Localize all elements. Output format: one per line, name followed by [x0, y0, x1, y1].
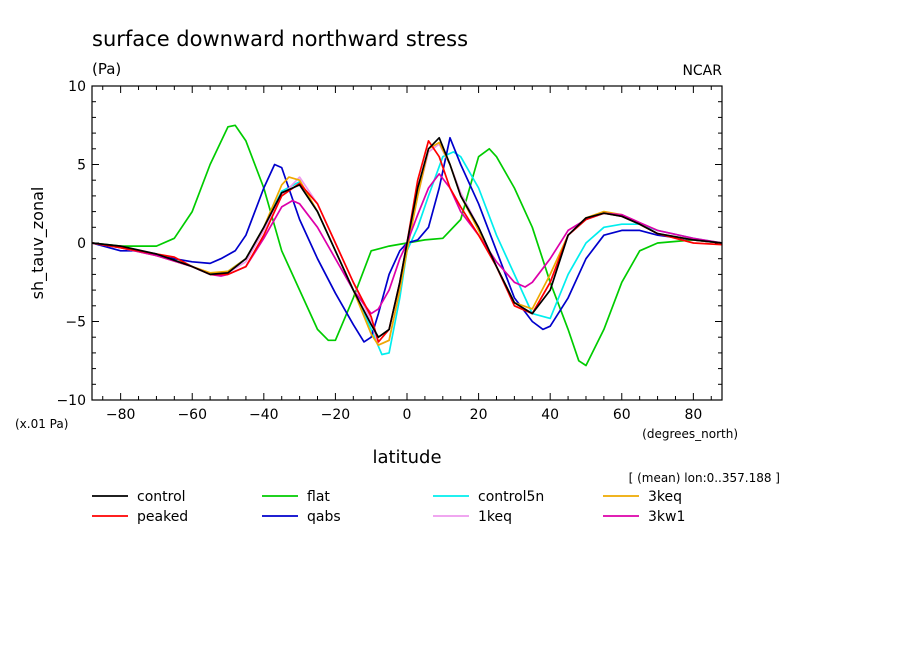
legend-label-3keq: 3keq: [648, 489, 682, 505]
y-tick-label: −10: [56, 393, 86, 409]
legend-label-qabs: qabs: [307, 509, 341, 525]
chart-units: (Pa): [92, 60, 121, 78]
x-axis-label: latitude: [372, 447, 441, 468]
x-tick-label: −20: [321, 407, 351, 423]
legend-label-control: control: [137, 489, 186, 505]
series-line-flat: [92, 124, 722, 367]
plot-lines: [92, 124, 722, 367]
x-tick-label: −60: [177, 407, 207, 423]
chart-title: surface downward northward stress: [92, 27, 468, 51]
legend-label-control5n: control5n: [478, 489, 544, 505]
y-tick-label: −5: [65, 315, 86, 331]
x-tick-label: −80: [106, 407, 136, 423]
x-tick-label: 60: [613, 407, 631, 423]
x-tick-label: 0: [403, 407, 412, 423]
y-scale-note: (x.01 Pa): [15, 417, 68, 431]
legend-label-1keq: 1keq: [478, 509, 512, 525]
x-tick-label: 80: [684, 407, 702, 423]
y-tick-label: 5: [77, 158, 86, 174]
source-label: NCAR: [682, 63, 722, 79]
legend: control peaked flat qabs control5n 1keq 3keq 3k…: [92, 489, 685, 525]
legend-label-3kw1: 3kw1: [648, 509, 685, 525]
y-tick-label: 10: [68, 79, 86, 95]
x-tick-label: 40: [541, 407, 559, 423]
legend-label-peaked: peaked: [137, 509, 188, 525]
mean-note: [ (mean) lon:0..357.188 ]: [629, 471, 780, 485]
axis-ticks: −80 −60 −40 −20 0 20 40 60 80 −10 −5 0 5 10: [56, 79, 722, 423]
x-tick-label: 20: [470, 407, 488, 423]
x-axis-units: (degrees_north): [642, 427, 738, 441]
series-line-control: [92, 136, 722, 339]
y-tick-label: 0: [77, 236, 86, 252]
series-line-qabs: [92, 136, 722, 343]
legend-label-flat: flat: [307, 489, 330, 505]
x-tick-label: −40: [249, 407, 279, 423]
y-axis-label: sh_tauv_zonal: [28, 187, 48, 300]
